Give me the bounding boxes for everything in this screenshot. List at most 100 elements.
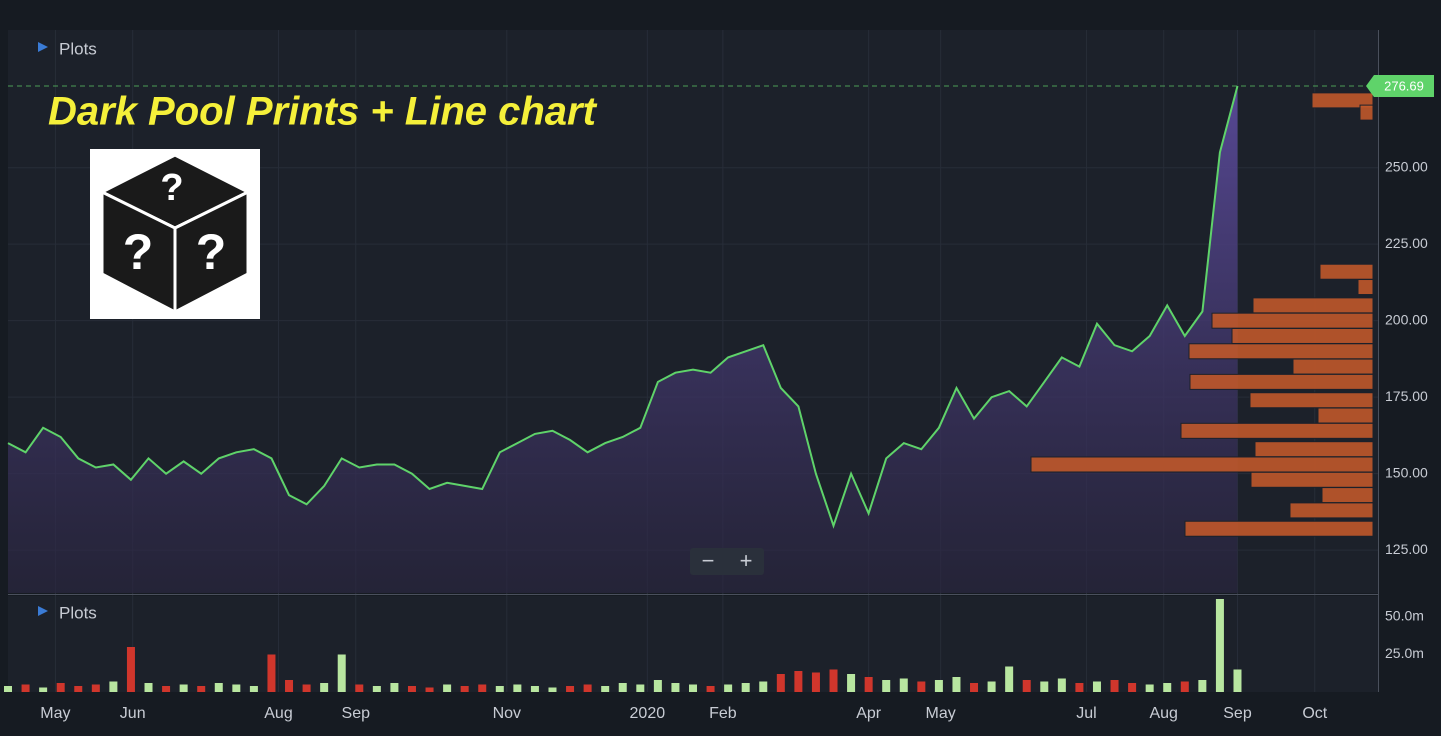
volume-bar [302,684,311,692]
volume-bar [21,684,30,692]
volume-bar [583,684,592,692]
volume-bar [847,674,856,692]
dark-pool-bar [1319,263,1374,280]
icon-question: ? [123,224,154,280]
volume-bar [934,680,943,692]
y-tick-label: 25.0m [1385,645,1424,661]
volume-bar [232,684,241,692]
volume-bar [320,683,329,692]
dark-pool-bar [1311,92,1374,109]
expand-icon[interactable] [38,42,48,52]
volume-bar [1057,678,1066,692]
expand-icon[interactable] [38,606,48,616]
volume-bar [91,684,100,692]
volume-bar [126,647,135,692]
icon-question: ? [160,167,183,209]
y-tick-label: 250.00 [1385,158,1428,174]
mystery-box-icon: ? ? ? [90,149,260,319]
volume-bar [618,683,627,692]
dark-pool-bar [1189,373,1374,390]
volume-bar [601,686,610,692]
volume-bar [407,686,416,692]
volume-bar [267,654,276,692]
icon-question: ? [196,224,227,280]
volume-bar [144,683,153,692]
y-tick-label: 50.0m [1385,608,1424,624]
x-tick-label: Jul [1076,705,1096,722]
last-price-label: 276.69 [1384,78,1424,93]
x-tick-label: Nov [493,705,521,722]
volume-bar [899,678,908,692]
y-tick-label: 200.00 [1385,311,1428,327]
volume-bar [1005,666,1014,692]
volume-bar [460,686,469,692]
volume-bar [952,677,961,692]
volume-bar [355,684,364,692]
volume-bar [513,684,522,692]
volume-bar [56,683,65,692]
volume-bar [671,683,680,692]
volume-bar [653,680,662,692]
volume-bar [917,681,926,692]
price-line [7,85,1239,529]
y-tick-label: 225.00 [1385,235,1428,251]
volume-bar [285,680,294,692]
zoom-control [690,548,764,575]
dark-pool-bar [1292,358,1374,375]
x-tick-label: Sep [1223,705,1252,722]
volume-bar [1180,681,1189,692]
volume-bar [214,683,223,692]
volume-bar [249,686,258,692]
volume-bar [882,680,891,692]
dark-pool-bar [1357,279,1374,296]
dark-pool-bar [1289,502,1374,519]
dark-pool-bar [1030,456,1374,473]
volume-bar [970,683,979,692]
volume-bar [39,687,48,692]
volume-bar [566,686,575,692]
volume-bar [197,686,206,692]
volume-bar [706,686,715,692]
x-tick-label: Jun [120,705,146,722]
volume-bar [759,681,768,692]
volume-bar [829,669,838,692]
x-tick-label: Feb [709,705,737,722]
dark-pool-bar [1184,520,1374,537]
x-tick-label: Oct [1302,705,1327,722]
volume-bar [689,684,697,692]
volume-bar [636,684,645,692]
volume-bar [179,684,188,692]
dark-pool-bar [1254,441,1374,458]
panel-label: Plots [59,603,97,622]
volume-bar [162,686,171,692]
dark-pool-bar [1359,104,1374,121]
cube-right [173,189,250,315]
volume-bar [74,686,83,692]
dark-pool-bar [1188,343,1374,360]
volume-bar [425,687,434,692]
volume-bar [1215,599,1224,692]
zoom-out-button[interactable]: − [702,548,715,573]
volume-bar [811,672,820,692]
price-area [8,86,1238,593]
volume-bar [1022,680,1031,692]
volume-bar [1040,681,1049,692]
overlay-title: Dark Pool Prints + Line chart [48,90,598,134]
x-tick-label: Aug [264,705,292,722]
zoom-in-button[interactable]: + [740,548,753,573]
volume-bar [724,684,733,692]
volume-bar [443,684,452,692]
volume-bar [4,686,12,692]
dark-pool-bar [1211,312,1374,329]
volume-bar [478,684,487,692]
volume-bar [530,686,539,692]
volume-bar [794,671,803,692]
x-tick-label: May [40,705,70,722]
volume-bar [548,687,557,692]
volume-bar [776,674,785,692]
volume-bar [390,683,399,692]
volume-panel [8,596,1378,692]
volume-bar [741,683,750,692]
volume-bar [864,677,873,692]
